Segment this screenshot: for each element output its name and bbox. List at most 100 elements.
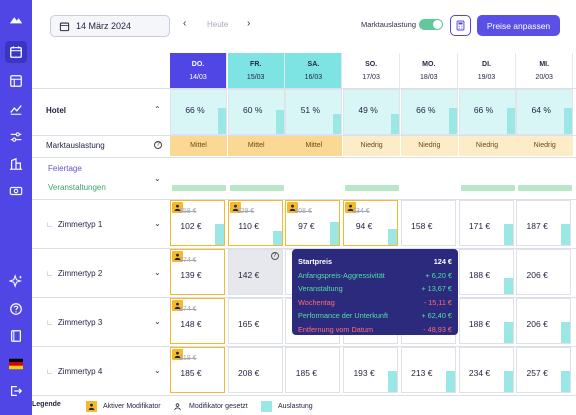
room-price-cell[interactable]: 134 € 94 € [343,200,399,246]
hotel-occupancy-cell[interactable]: 66 % [458,89,516,135]
event-marker[interactable] [460,185,515,191]
hotel-occupancy-value: 66 % [416,105,436,115]
room-price-cell[interactable]: 108 € 97 € [285,200,341,246]
chart-icon[interactable] [5,98,27,120]
prev-arrow-icon[interactable]: ‹ [183,18,187,29]
room-expand-icon[interactable]: ⌄ [154,219,161,228]
tree-branch-icon: ∟ [46,220,54,229]
apply-prices-button[interactable]: Preise anpassen [477,15,560,36]
room-price-cell[interactable]: 129 € 110 € [227,200,283,246]
day-date: 19/03 [477,74,496,81]
room-price-cell[interactable]: 218 € 185 € [170,347,225,393]
hotel-occupancy-cell[interactable]: 49 % [343,89,401,135]
logo-icon[interactable] [5,8,27,30]
current-price: 188 € [468,319,491,329]
market-toggle[interactable] [419,19,443,30]
hotel-collapse-icon[interactable]: ⌃ [154,105,161,114]
money-icon[interactable] [5,180,27,202]
active-modifier-icon[interactable] [172,251,183,262]
room-price-cell[interactable]: 213 € [400,347,456,393]
room-price-cell[interactable]: 188 € [458,298,514,344]
room-price-cell[interactable]: 234 € [458,347,514,393]
layout-icon[interactable] [5,70,27,92]
sliders-icon[interactable] [5,126,27,148]
active-modifier-icon[interactable] [172,349,183,360]
original-price: 158 € [179,208,197,215]
day-date: 14/03 [189,74,207,81]
current-price: 188 € [468,270,491,280]
room-price-cell[interactable]: 206 € [516,298,572,344]
day-header[interactable]: SO. 17/03 [343,53,401,88]
day-header[interactable]: SA. 16/03 [285,53,343,88]
current-price: 206 € [526,319,548,329]
active-modifier-icon[interactable] [172,300,183,311]
event-marker[interactable] [518,185,573,191]
room-price-cell[interactable]: 208 € [227,347,283,393]
hotel-occupancy-cell[interactable]: 66 % [400,89,458,135]
room-price-cell[interactable]: 188 € [458,249,514,295]
today-button[interactable]: Heute [207,20,229,29]
room-price-cell[interactable]: 187 € [516,200,572,246]
hotel-occupancy-cell[interactable]: 60 % [227,89,285,135]
hotel-occupancy-cell[interactable]: 51 % [285,89,343,135]
hotel-occupancy-value: 66 % [473,105,494,115]
active-modifier-icon[interactable] [287,202,299,213]
current-price: 110 € [238,221,259,231]
market-level-cell: Niedrig [516,136,574,156]
building-icon[interactable] [5,153,27,175]
room-price-cell[interactable]: 174 € 139 € [170,249,225,295]
event-marker[interactable] [345,185,400,191]
room-price-cell[interactable]: ? 142 € [227,249,283,295]
current-price: 148 € [180,319,202,329]
sparkle-icon[interactable] [5,270,27,292]
room-type-label: ∟ Zimmertyp 3 [46,318,102,327]
occupancy-bar [503,371,513,392]
room-price-cell[interactable]: 158 € 102 € [170,200,225,246]
room-expand-icon[interactable]: ⌄ [154,268,161,277]
start-price-tooltip: Startpreis 124 € Anfangspreis-Aggressivi… [292,249,458,335]
book-icon[interactable] [5,325,27,347]
event-marker[interactable] [229,185,284,191]
room-price-cell[interactable]: 193 € [343,347,399,393]
calendar-icon[interactable] [5,41,27,63]
event-marker[interactable] [172,185,226,191]
room-price-cell[interactable]: 206 € [516,249,572,295]
calculator-button[interactable] [450,15,471,36]
occupancy-bar [445,371,455,392]
legend-active-modifier: Aktiver Modifikator [86,401,161,412]
day-header[interactable]: MO. 18/03 [401,53,458,88]
room-price-cell[interactable]: 185 € [285,347,341,393]
day-date: 18/03 [420,74,438,81]
calendar-small-icon [59,22,70,31]
market-level-cell: Mittel [170,136,227,156]
market-info-icon[interactable]: ? [154,141,162,149]
room-price-cell[interactable]: 174 € 148 € [170,298,225,344]
hotel-occupancy-cell[interactable]: 66 % [170,89,227,135]
room-expand-icon[interactable]: ⌄ [154,366,161,375]
room-price-cell[interactable]: 171 € [458,200,514,246]
room-type-label: ∟ Zimmertyp 4 [46,367,102,376]
active-modifier-icon[interactable] [229,202,241,213]
tooltip-row: Veranstaltung + 13,67 € [298,282,452,296]
hotel-occupancy-cell[interactable]: 64 % [516,89,574,135]
help-icon[interactable]: ? [270,252,279,260]
day-header[interactable]: FR. 15/03 [227,53,285,88]
day-header[interactable]: DO. 14/03 [170,53,227,88]
active-modifier-icon[interactable] [172,202,183,213]
help-icon[interactable] [5,298,27,320]
day-header[interactable]: MI. 20/03 [516,53,574,88]
day-header[interactable]: DI. 19/03 [459,53,516,88]
german-flag-icon[interactable] [5,353,27,375]
date-picker[interactable]: 14 März 2024 [50,15,170,37]
room-expand-icon[interactable]: ⌄ [154,317,161,326]
hotel-occupancy-bar [506,108,515,134]
room-price-cell[interactable]: 158 € [400,200,456,246]
tooltip-row-label: Wochentag [298,297,335,307]
legend-set-modifier: Modifikator gesetzt [172,401,248,412]
room-price-cell[interactable]: 165 € [227,298,283,344]
active-modifier-icon[interactable] [345,202,357,213]
next-arrow-icon[interactable]: › [247,18,251,29]
events-collapse-icon[interactable]: ⌄ [154,174,161,183]
logout-icon[interactable] [5,380,27,402]
room-price-cell[interactable]: 257 € [516,347,572,393]
